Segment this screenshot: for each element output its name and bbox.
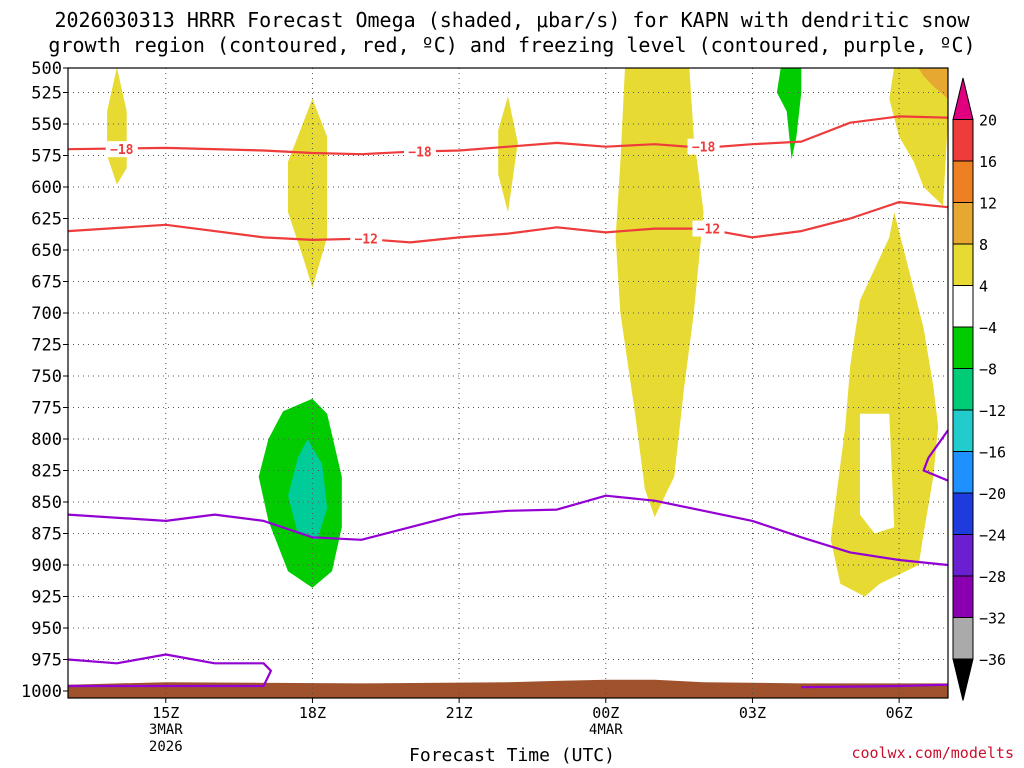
omega-region-teal-18z <box>288 439 328 540</box>
colorbar-swatch <box>952 202 974 245</box>
contour-label: −18 <box>110 143 134 158</box>
y-tick-label: 1000 <box>21 682 62 702</box>
y-tick-label: 775 <box>31 399 62 419</box>
contour-freezing-level-sfc-right <box>801 683 948 689</box>
y-tick-label: 875 <box>31 525 62 545</box>
contour-label-bg <box>687 138 720 155</box>
omega-region-green-04z <box>776 68 802 160</box>
colorbar-swatch <box>952 368 974 411</box>
colorbar-swatch <box>952 658 974 701</box>
omega-region-yellow-18z <box>288 98 328 288</box>
terrain-fill <box>68 679 948 698</box>
contour-label-bg <box>692 220 725 237</box>
omega-region-yellow-06z-low <box>830 212 939 597</box>
plot-frame <box>67 67 949 699</box>
contour-freezing-level-upper <box>68 494 948 567</box>
colorbar-swatch <box>952 285 974 328</box>
colorbar-label: −12 <box>979 402 1006 420</box>
y-tick-label: 525 <box>31 84 62 104</box>
x-tick-label: 03Z <box>739 704 766 722</box>
y-tick-label: 950 <box>31 619 62 639</box>
x-tick-label: 21Z <box>446 704 473 722</box>
colorbar-label: 12 <box>979 195 997 213</box>
y-tick-label: 925 <box>31 588 62 608</box>
colorbar-swatch <box>952 492 974 535</box>
x-tick-label: 06Z <box>886 704 913 722</box>
contour-DGZ--12C <box>68 201 948 244</box>
colorbar-label: 8 <box>979 236 988 254</box>
colorbar-label: 16 <box>979 153 997 171</box>
grid-layer <box>68 68 948 698</box>
contour-label-bg <box>105 141 138 158</box>
y-tick-label: 900 <box>31 556 62 576</box>
omega-region-yellow-22z <box>498 96 518 213</box>
chart-title-line-2: growth region (contoured, red, ºC) and f… <box>48 33 976 57</box>
y-tick-label: 550 <box>31 115 62 135</box>
y-tick-label: 975 <box>31 651 62 671</box>
omega-hole-white-05z <box>860 413 895 534</box>
y-tick-label: 700 <box>31 304 62 324</box>
y-tick-label: 600 <box>31 178 62 198</box>
colorbar-label: 4 <box>979 278 988 296</box>
colorbar-label: −16 <box>979 444 1006 462</box>
contour-label: −12 <box>354 233 377 248</box>
colorbar-swatch <box>952 575 974 618</box>
colorbar-label: −28 <box>979 568 1006 586</box>
contour-DGZ--18C <box>68 115 948 156</box>
x-tick-sublabel: 4MAR <box>589 722 623 738</box>
colorbar-label: 20 <box>979 112 997 130</box>
colorbar-label: −20 <box>979 485 1006 503</box>
omega-region-yellow-05z <box>889 68 948 206</box>
contour-label: −18 <box>408 146 432 161</box>
omega-region-orange-top <box>918 68 948 99</box>
colorbar-swatch <box>952 409 974 452</box>
contour-label-bg <box>404 143 436 160</box>
contour-freezing-level-edge <box>922 429 948 482</box>
colorbar: 20 16 12 8 4 −4 −8 −12 −16 −20 −24 −28 −32 −36 <box>952 77 1006 701</box>
y-tick-label: 650 <box>31 241 62 261</box>
colorbar-swatch <box>952 243 974 286</box>
y-tick-label: 675 <box>31 273 62 293</box>
y-tick-label: 750 <box>31 367 62 387</box>
colorbar-label: −24 <box>979 527 1006 545</box>
x-tick-label: 18Z <box>299 704 326 722</box>
y-tick-label: 825 <box>31 462 62 482</box>
colorbar-swatch <box>952 77 974 120</box>
x-tick-sublabel: 2026 <box>149 739 183 755</box>
credit-text: coolwx.com/modelts <box>851 744 1014 762</box>
colorbar-swatch <box>952 451 974 494</box>
colorbar-swatch <box>952 326 974 369</box>
x-tick-sublabel: 3MAR <box>149 722 183 738</box>
colorbar-swatch <box>952 617 974 660</box>
x-tick-label: 15Z <box>152 704 179 722</box>
contour-layer: −18 −18 −18 −12 −12 <box>68 115 948 689</box>
omega-shading-layer <box>68 68 948 698</box>
y-tick-label: 725 <box>31 336 62 356</box>
contour-freezing-level-sfc <box>68 653 272 688</box>
omega-region-yellow-01z <box>615 68 704 518</box>
colorbar-label: −8 <box>979 361 997 379</box>
colorbar-swatch <box>952 534 974 577</box>
y-tick-label: 800 <box>31 430 62 450</box>
contour-label: −12 <box>697 223 720 238</box>
contour-label-bg <box>350 230 383 247</box>
y-tick-label: 625 <box>31 210 62 230</box>
omega-region-yellow-15z <box>107 68 127 185</box>
colorbar-label: −36 <box>979 651 1006 669</box>
colorbar-swatch <box>952 119 974 162</box>
colorbar-swatch <box>952 160 974 203</box>
chart-title-line-1: 2026030313 HRRR Forecast Omega (shaded, … <box>54 8 970 32</box>
x-tick-label: 00Z <box>592 704 619 722</box>
axes-layer: 500 525 550 575 600 625 650 675 700 725 750 775 800 8… <box>21 59 949 755</box>
x-axis-title: Forecast Time (UTC) <box>409 745 615 766</box>
contour-label: −18 <box>692 141 716 156</box>
y-tick-label: 500 <box>31 59 62 79</box>
colorbar-label: −4 <box>979 319 997 337</box>
y-tick-label: 850 <box>31 493 62 513</box>
y-tick-label: 575 <box>31 147 62 167</box>
colorbar-label: −32 <box>979 610 1006 628</box>
